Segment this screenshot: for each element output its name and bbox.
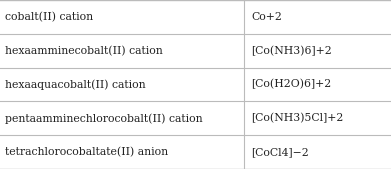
Text: cobalt(II) cation: cobalt(II) cation [5, 12, 93, 22]
Text: pentaamminechlorocobalt(II) cation: pentaamminechlorocobalt(II) cation [5, 113, 202, 124]
Text: hexaamminecobalt(II) cation: hexaamminecobalt(II) cation [5, 45, 162, 56]
Text: hexaaquacobalt(II) cation: hexaaquacobalt(II) cation [5, 79, 145, 90]
Text: [Co(NH3)6]+2: [Co(NH3)6]+2 [251, 45, 332, 56]
Text: [Co(NH3)5Cl]+2: [Co(NH3)5Cl]+2 [251, 113, 344, 124]
Text: tetrachlorocobaltate(II) anion: tetrachlorocobaltate(II) anion [5, 147, 168, 157]
Text: [CoCl4]−2: [CoCl4]−2 [251, 147, 309, 157]
Text: [Co(H2O)6]+2: [Co(H2O)6]+2 [251, 79, 332, 90]
Text: Co+2: Co+2 [251, 12, 282, 22]
